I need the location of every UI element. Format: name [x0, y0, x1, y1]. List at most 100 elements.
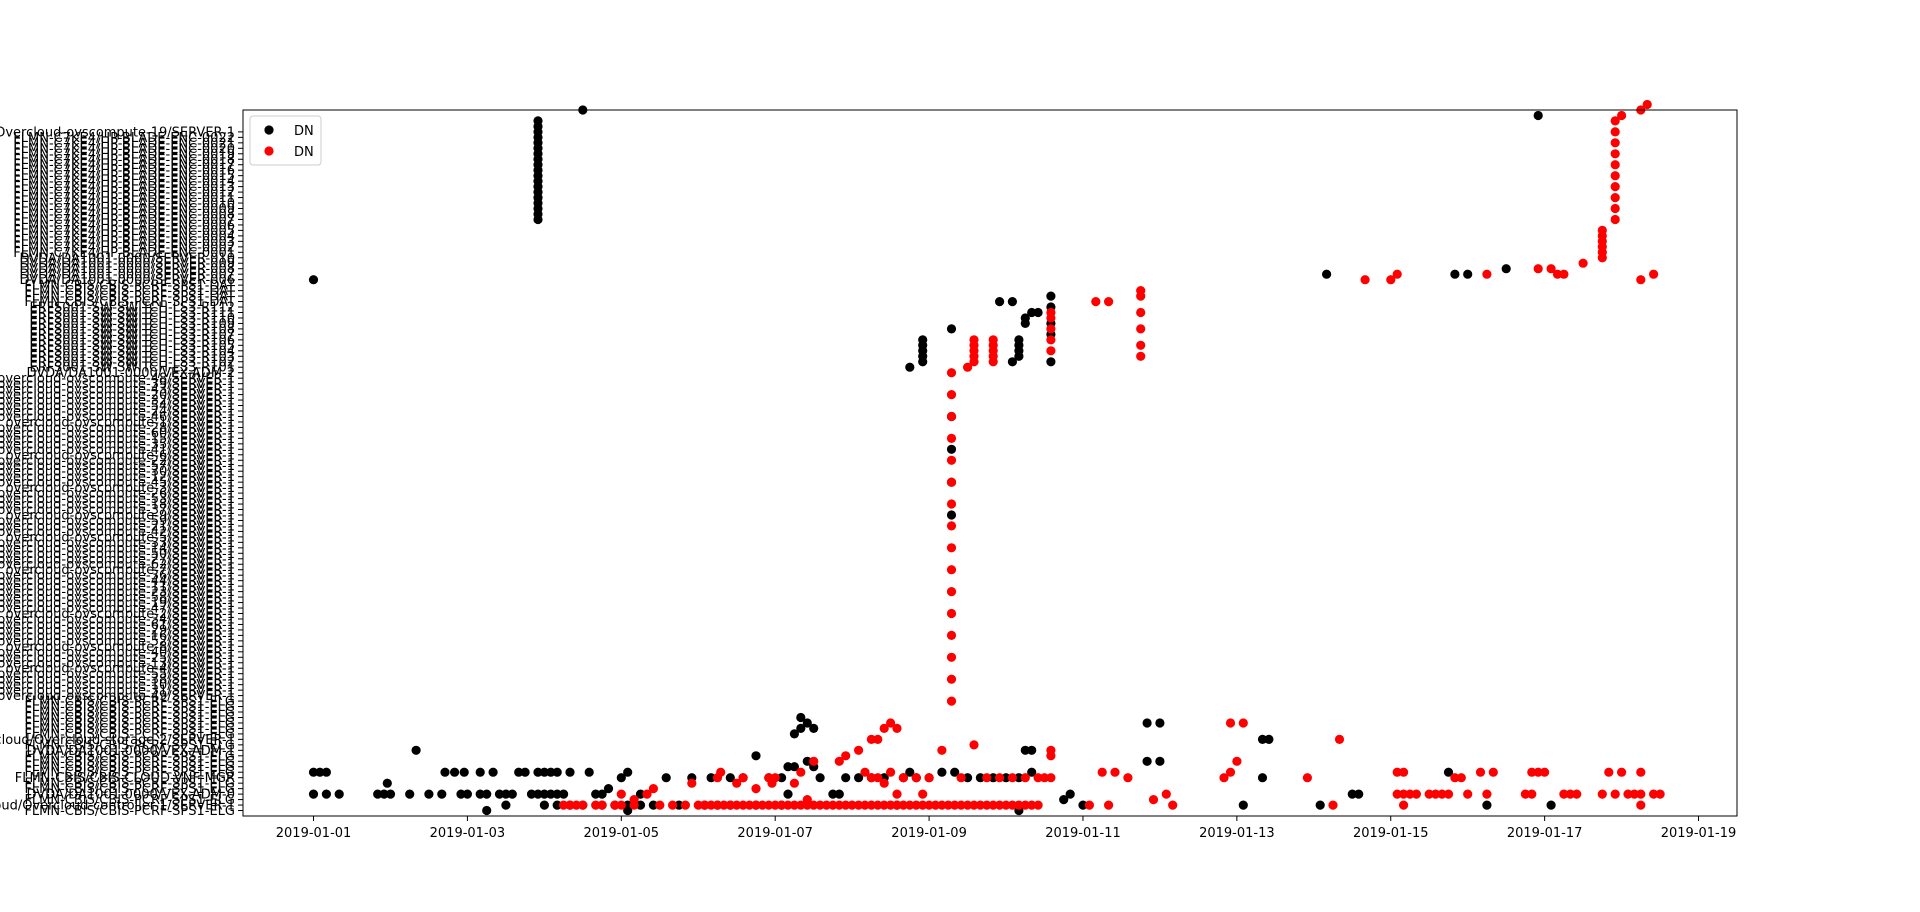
- y-tick-label: FLMN-CBIS/CBIS-PCRF-SPS1-DAT: [24, 284, 235, 299]
- y-tick-label: FLMN-C7KE4/HP-BLADE-ENC-0016: [13, 164, 235, 179]
- data-point: [635, 789, 646, 799]
- y-tick-label: DVDA/DA1001-0000/SERVER-008: [19, 262, 235, 277]
- data-point: [1392, 767, 1402, 777]
- x-tick-label: 2019-01-09: [891, 826, 967, 841]
- data-point: [1629, 789, 1639, 799]
- y-tick-label: FLMN-CBIS/CBIS-PCRF-SPS1-DAT: [24, 290, 235, 305]
- data-point: [1104, 297, 1114, 307]
- data-point: [1084, 800, 1094, 810]
- y-tick-label: FLMN-CBIS/CBIS-PCRF-SPS1-ELG: [24, 760, 235, 775]
- data-point: [616, 773, 626, 783]
- legend-marker: [264, 125, 274, 135]
- y-tick-label: overcloud-ovscompute-44/SERVER-1: [0, 574, 235, 589]
- y-tick-label: overcloud-ovscompute-4/SERVER-1: [6, 662, 235, 677]
- data-point: [334, 789, 344, 799]
- y-tick-label: overcloud-ovscompute-62/SERVER-1: [0, 558, 235, 573]
- y-tick-label: overcloud-ovscompute-28/SERVER-1: [0, 421, 235, 436]
- data-point: [1488, 767, 1498, 777]
- data-point: [1424, 789, 1434, 799]
- data-point: [482, 789, 492, 799]
- y-tick-label: overcloud-ovscompute-42/SERVER-1: [0, 525, 235, 540]
- data-point: [687, 778, 697, 788]
- data-point: [1546, 800, 1556, 810]
- data-point: [879, 778, 889, 788]
- y-tick-label: overcloud-ovscompute-49/SERVER-1: [0, 689, 235, 704]
- data-point: [1033, 800, 1043, 810]
- data-point: [1110, 767, 1120, 777]
- data-point: [1155, 718, 1165, 728]
- data-point: [975, 773, 986, 783]
- data-point: [1007, 800, 1018, 810]
- data-point: [308, 789, 319, 799]
- data-point: [937, 800, 947, 810]
- y-tick-label: Overcloud/Overcloud-ovscompute-19/SERVER…: [0, 125, 235, 140]
- y-tick-label: overcloud-ovscompute-26/SERVER-1: [0, 487, 235, 502]
- data-point: [1046, 324, 1056, 334]
- data-point: [1148, 795, 1159, 805]
- data-point: [648, 784, 659, 794]
- y-tick-label: overcloud-ovscompute-38/SERVER-1: [0, 673, 235, 688]
- data-point: [1046, 346, 1056, 356]
- data-point: [1636, 275, 1646, 285]
- data-point: [963, 800, 973, 810]
- data-point: [1450, 269, 1460, 279]
- data-point: [1225, 767, 1236, 777]
- data-point: [725, 800, 735, 810]
- y-tick-label: overcloud-ovscompute-40/SERVER-1: [0, 645, 235, 660]
- data-point: [1046, 357, 1056, 367]
- y-tick-label: ERFS001-SW-SWITCH-LS3-R102: [30, 355, 236, 370]
- data-point: [1302, 773, 1312, 783]
- data-point: [494, 789, 505, 799]
- y-tick-label: overcloud-ovscompute-19/SERVER-1: [0, 596, 235, 611]
- data-point: [1347, 789, 1357, 799]
- data-point: [956, 773, 966, 783]
- data-point: [918, 789, 928, 799]
- data-point: [693, 800, 703, 810]
- data-point: [1142, 718, 1152, 728]
- data-point: [946, 674, 957, 684]
- data-point: [424, 789, 434, 799]
- data-point: [1027, 767, 1037, 777]
- data-point: [1463, 269, 1473, 279]
- data-point: [674, 800, 684, 810]
- data-point: [1027, 745, 1037, 755]
- data-point: [716, 767, 726, 777]
- data-point: [1623, 789, 1633, 799]
- data-point: [796, 800, 806, 810]
- data-point: [1610, 138, 1620, 148]
- data-point: [1475, 767, 1486, 777]
- y-tick-label: ERFS001-SW-SWITCH-LS3-R107: [30, 328, 236, 343]
- y-tick-label: overcloud-ovscompute-46/SERVER-1: [0, 410, 235, 425]
- data-point: [834, 756, 844, 766]
- data-point: [1610, 789, 1620, 799]
- data-point: [546, 767, 556, 777]
- data-point: [1527, 789, 1537, 799]
- y-tick-label: FLMN-C7KE4/HP-BLADE-ENC-0015: [13, 169, 235, 184]
- data-point: [1655, 789, 1665, 799]
- y-tick-label: FLMN-C7KE4/HP-BLADE-ENC-0011: [13, 191, 235, 206]
- data-point: [879, 723, 889, 734]
- data-point: [1559, 269, 1569, 279]
- data-point: [610, 800, 620, 810]
- data-point: [1104, 800, 1114, 810]
- data-point: [1533, 264, 1543, 274]
- data-point: [635, 800, 646, 810]
- data-point: [559, 800, 569, 810]
- data-point: [732, 800, 742, 810]
- data-point: [1225, 718, 1236, 728]
- data-point: [539, 767, 550, 777]
- data-point: [946, 368, 957, 378]
- data-point: [1456, 773, 1466, 783]
- axes-frame: [242, 109, 1738, 817]
- y-tick-label: ERFS001-SW-SWITCH-LS3-R111: [30, 306, 236, 321]
- data-point: [911, 773, 921, 783]
- data-point: [854, 745, 864, 755]
- data-point: [946, 565, 957, 575]
- y-tick-label: FLMN-C7KE4/HP-BLADE-ENC-0009: [13, 202, 235, 217]
- y-tick-label: FLMN-CBIS/CBIS-PCRF-SPS1-ELG: [24, 777, 235, 792]
- y-tick-label: ERFS001-SW-SWITCH-LS3-R106: [30, 333, 236, 348]
- data-point: [1392, 789, 1402, 799]
- data-point: [918, 800, 928, 810]
- data-point: [886, 800, 896, 810]
